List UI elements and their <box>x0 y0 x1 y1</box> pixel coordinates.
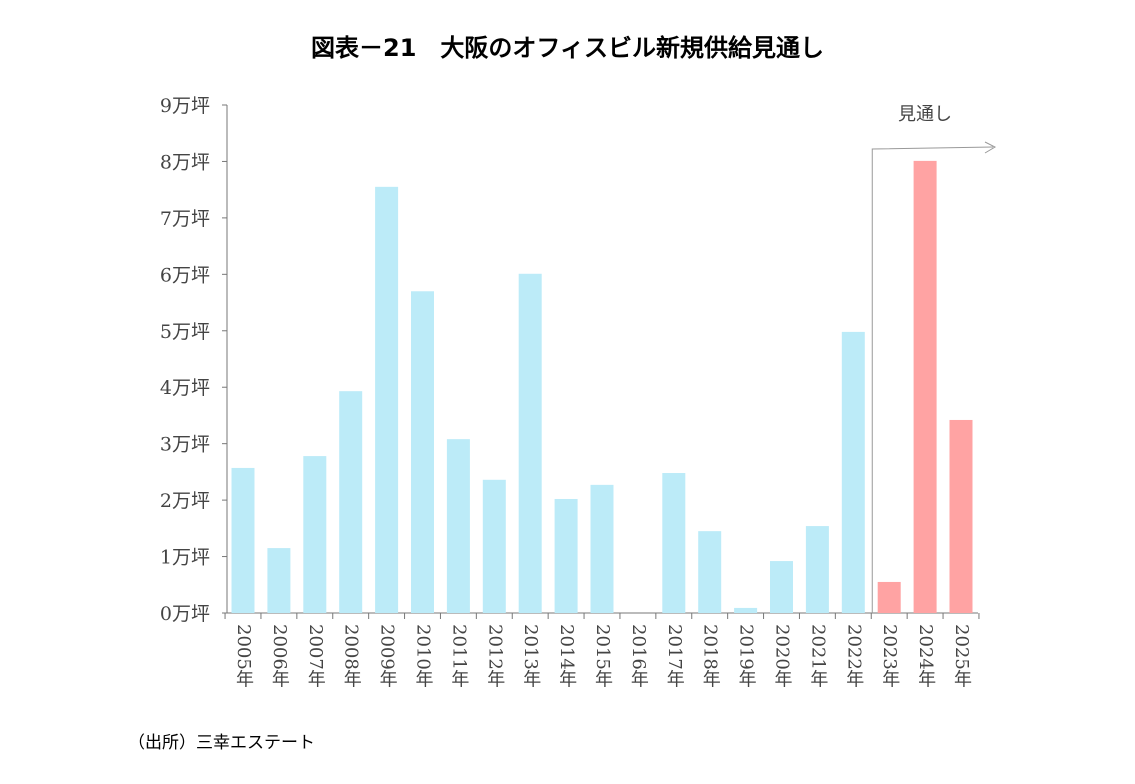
x-tick-label: 2017年 <box>663 624 685 688</box>
bar-2011年 <box>446 439 470 613</box>
bar-2008年 <box>339 391 363 613</box>
x-tick-label: 2011年 <box>448 624 470 688</box>
x-tick-label: 2024年 <box>915 624 937 688</box>
bar-2024年 <box>913 160 937 613</box>
x-tick-label: 2013年 <box>520 624 542 688</box>
forecast-label: 見通し <box>898 104 952 125</box>
bar-2005年 <box>231 467 255 613</box>
x-tick-label: 2016年 <box>627 624 649 688</box>
bar-2006年 <box>267 548 291 613</box>
x-tick-label: 2010年 <box>412 624 434 688</box>
forecast-arrow-icon <box>984 141 997 154</box>
x-tick-label: 2019年 <box>735 624 757 688</box>
y-tick-label: 6万坪 <box>160 264 210 286</box>
y-tick-label: 0万坪 <box>160 603 210 625</box>
x-tick-label: 2023年 <box>879 624 901 688</box>
bar-2025年 <box>949 419 973 613</box>
bar-2019年 <box>734 607 758 613</box>
y-tick-label: 8万坪 <box>160 151 210 173</box>
x-tick-label: 2021年 <box>807 624 829 688</box>
bar-2015年 <box>590 484 614 613</box>
x-tick-label: 2020年 <box>771 624 793 688</box>
x-tick-label: 2018年 <box>699 624 721 688</box>
bar-2007年 <box>303 456 327 613</box>
x-tick-label: 2006年 <box>268 624 290 688</box>
x-tick-label: 2025年 <box>951 624 972 688</box>
y-tick-label: 1万坪 <box>160 547 210 569</box>
bar-2014年 <box>554 498 578 613</box>
bar-2010年 <box>411 291 434 613</box>
bar-2022年 <box>841 331 865 613</box>
x-tick-label: 2015年 <box>592 624 613 688</box>
source-note: （出所）三幸エステート <box>128 733 315 753</box>
bar-2020年 <box>770 561 793 613</box>
bar-2012年 <box>482 479 506 613</box>
x-tick-label: 2005年 <box>233 624 254 688</box>
forecast-bracket <box>871 146 994 613</box>
bar-2018年 <box>698 531 722 613</box>
y-tick-label: 9万坪 <box>160 95 210 117</box>
x-tick-label: 2007年 <box>304 624 326 688</box>
bar-2023年 <box>877 581 901 613</box>
bar-2013年 <box>518 273 542 613</box>
chart-title: 図表－21 大阪のオフィスビル新規供給見通し <box>311 34 824 62</box>
bar-2017年 <box>662 473 686 613</box>
x-tick-label: 2012年 <box>484 624 506 688</box>
x-tick-label: 2009年 <box>376 624 398 688</box>
bar-2009年 <box>375 186 399 613</box>
y-tick-label: 4万坪 <box>160 377 210 399</box>
y-tick-label: 7万坪 <box>160 208 210 230</box>
x-tick-label: 2022年 <box>843 624 865 688</box>
bar-2021年 <box>805 526 829 613</box>
y-tick-label: 2万坪 <box>160 490 210 512</box>
x-tick-label: 2008年 <box>340 624 362 688</box>
y-tick-label: 5万坪 <box>160 321 210 343</box>
x-tick-label: 2014年 <box>556 624 578 688</box>
y-tick-label: 3万坪 <box>160 434 210 456</box>
